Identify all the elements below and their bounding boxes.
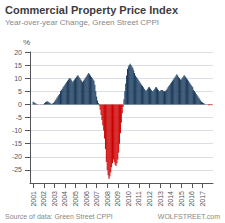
svg-text:Source of data: Green Street C: Source of data: Green Street CPPI (5, 213, 113, 220)
svg-text:2005: 2005 (72, 191, 79, 207)
svg-text:Commercial Property Price Inde: Commercial Property Price Index (5, 4, 179, 16)
svg-text:-20: -20 (12, 153, 22, 160)
svg-text:10: 10 (14, 75, 22, 82)
svg-text:20: 20 (14, 49, 22, 56)
svg-text:2012: 2012 (146, 191, 153, 207)
svg-text:2017: 2017 (199, 191, 206, 207)
svg-text:2009: 2009 (114, 191, 121, 207)
svg-text:2008: 2008 (104, 191, 111, 207)
svg-text:WOLFSTREET.com: WOLFSTREET.com (158, 213, 220, 220)
svg-text:-15: -15 (12, 140, 22, 147)
svg-text:0: 0 (18, 101, 22, 108)
svg-text:-10: -10 (12, 127, 22, 134)
svg-text:5: 5 (18, 88, 22, 95)
svg-text:2010: 2010 (125, 191, 132, 207)
svg-text:15: 15 (14, 62, 22, 69)
svg-text:2015: 2015 (178, 191, 185, 207)
svg-text:2003: 2003 (51, 191, 58, 207)
svg-text:-25: -25 (12, 166, 22, 173)
svg-text:-5: -5 (16, 114, 22, 121)
svg-text:2002: 2002 (40, 191, 47, 207)
svg-text:2014: 2014 (167, 191, 174, 207)
svg-text:2004: 2004 (61, 191, 68, 207)
svg-text:2013: 2013 (157, 191, 164, 207)
svg-text:2016: 2016 (188, 191, 195, 207)
svg-text:2006: 2006 (83, 191, 90, 207)
svg-text:2011: 2011 (135, 191, 142, 206)
svg-text:2001: 2001 (30, 191, 37, 207)
svg-text:%: % (23, 38, 30, 47)
svg-text:Year-over-year Change, Green S: Year-over-year Change, Green Street CPPI (5, 18, 159, 27)
svg-text:2007: 2007 (93, 191, 100, 207)
